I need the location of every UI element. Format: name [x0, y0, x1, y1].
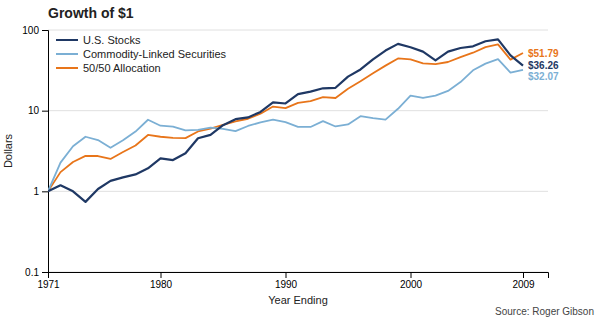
x-axis-title: Year Ending: [268, 294, 328, 306]
grid-line: [48, 110, 548, 111]
legend-item: U.S. Stocks: [56, 34, 141, 46]
x-axis: 1971 1980 1990 2000 2009: [37, 272, 548, 290]
y-tick-mark: [42, 272, 48, 273]
y-tick-mark: [42, 191, 48, 192]
x-tick: 1990: [275, 272, 298, 290]
x-tick: 1980: [150, 272, 173, 290]
y-tick: 1: [33, 186, 48, 197]
x-tick-label: 1971: [37, 279, 60, 290]
end-label: $51.79: [528, 48, 559, 59]
lines: [48, 39, 523, 202]
y-tick-mark: [42, 111, 48, 112]
x-tick-mark: [161, 272, 162, 278]
legend-label: U.S. Stocks: [83, 34, 141, 46]
y-tick: 10: [28, 105, 48, 116]
y-tick-label: 0.1: [25, 267, 39, 278]
x-tick-mark: [411, 272, 412, 278]
grid-line: [48, 191, 548, 192]
x-tick-label: 1990: [275, 279, 298, 290]
x-tick-label: 2009: [512, 279, 535, 290]
legend-swatch: [56, 53, 78, 55]
grid-line: [48, 30, 548, 31]
y-tick: 0.1: [25, 267, 48, 278]
y-tick-label: 100: [22, 25, 39, 36]
y-tick-label: 10: [28, 105, 40, 116]
y-axis: 0.1 1 10 100: [22, 25, 48, 278]
legend-label: 50/50 Allocation: [83, 62, 161, 74]
legend: U.S. Stocks Commodity-Linked Securities 50…: [56, 34, 227, 74]
y-tick: 100: [22, 25, 48, 36]
end-label: $36.26: [528, 60, 559, 71]
x-tick-mark: [286, 272, 287, 278]
chart: 1971 1980 1990 2000 2009 0.1 1 10 100 $51.79$36.2…: [0, 0, 600, 320]
source-note: Source: Roger Gibson: [495, 306, 594, 317]
y-tick-label: 1: [33, 186, 39, 197]
y-axis-line: [42, 31, 49, 273]
legend-swatch: [56, 39, 78, 41]
x-tick-mark: [523, 272, 524, 278]
x-tick: 2009: [512, 272, 535, 290]
series-line: [48, 44, 523, 191]
annotations: $51.79$36.26$32.07: [528, 48, 559, 82]
grid: [48, 30, 548, 272]
x-axis-line: [49, 273, 549, 279]
title: Growth of $1: [48, 5, 134, 21]
x-tick-label: 2000: [400, 279, 423, 290]
legend-label: Commodity-Linked Securities: [83, 48, 227, 60]
x-tick: 2000: [400, 272, 423, 290]
y-axis-title: Dollars: [2, 133, 14, 168]
x-tick: 1971: [37, 272, 60, 290]
plot-area: 1971 1980 1990 2000 2009 0.1 1 10 100 $51.79$36.2…: [22, 25, 559, 290]
legend-item: Commodity-Linked Securities: [56, 48, 227, 60]
legend-swatch: [56, 67, 78, 69]
end-label: $32.07: [528, 71, 559, 82]
legend-item: 50/50 Allocation: [56, 62, 161, 74]
series-line: [48, 39, 523, 202]
x-tick-label: 1980: [150, 279, 173, 290]
y-tick-mark: [42, 30, 48, 31]
series-line: [48, 59, 523, 191]
